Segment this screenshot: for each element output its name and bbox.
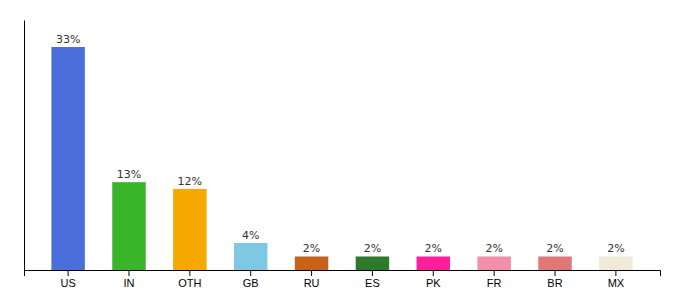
bar <box>295 256 328 270</box>
x-tick: GB <box>243 270 259 289</box>
x-tick-mark <box>250 270 251 276</box>
data-label: 13% <box>117 168 141 181</box>
x-tick: RU <box>304 270 320 289</box>
x-tick: US <box>60 270 75 289</box>
chart: US IN OTH GB RU ES PK FR BR MX 33% 13% 12% 4% 2% 2% 2% 2%… <box>0 0 680 300</box>
bar <box>356 256 389 270</box>
x-tick-mark <box>311 270 312 276</box>
x-tick: FR <box>487 270 502 289</box>
x-tick-label: MX <box>608 277 625 289</box>
data-label: 33% <box>56 33 80 46</box>
x-tick-mark <box>615 270 616 276</box>
x-tick-mark <box>494 270 495 276</box>
data-label: 2% <box>607 242 624 255</box>
x-tick-mark <box>68 270 69 276</box>
bar <box>477 256 510 270</box>
x-tick: PK <box>426 270 441 289</box>
x-tick-label: ES <box>365 277 380 289</box>
x-tick: MX <box>608 270 625 289</box>
x-tick-label: IN <box>123 277 134 289</box>
x-tick: BR <box>547 270 562 289</box>
y-axis-line <box>24 21 25 271</box>
data-label: 2% <box>364 242 381 255</box>
data-label: 2% <box>425 242 442 255</box>
y-axis <box>24 21 25 271</box>
x-axis-line <box>25 271 661 277</box>
x-tick-label: FR <box>487 277 502 289</box>
plot: US IN OTH GB RU ES PK FR BR MX 33% 13% 12% 4% 2% 2% 2% 2%… <box>25 21 661 289</box>
x-tick-mark <box>433 270 434 276</box>
x-tick: ES <box>365 270 380 289</box>
bar <box>234 243 267 270</box>
x-tick-label: PK <box>426 277 441 289</box>
x-axis: US IN OTH GB RU ES PK FR BR MX <box>25 270 661 289</box>
x-tick-label: GB <box>243 277 259 289</box>
data-label: 12% <box>178 175 202 188</box>
x-tick-label: RU <box>304 277 320 289</box>
bar <box>538 256 571 270</box>
data-label: 2% <box>546 242 563 255</box>
bar <box>51 47 84 270</box>
x-tick-label: BR <box>547 277 562 289</box>
data-label: 2% <box>485 242 502 255</box>
x-tick-mark <box>372 270 373 276</box>
data-labels: 33% 13% 12% 4% 2% 2% 2% 2% 2% 2% <box>56 33 625 255</box>
x-tick: IN <box>123 270 134 289</box>
x-tick: OTH <box>178 270 201 289</box>
data-label: 4% <box>242 229 259 242</box>
bars <box>51 47 632 270</box>
bar <box>173 189 206 270</box>
x-tick-label: OTH <box>178 277 201 289</box>
x-tick-mark <box>128 270 129 276</box>
x-tick-mark <box>189 270 190 276</box>
bar <box>112 182 145 270</box>
x-tick-mark <box>555 270 556 276</box>
bar <box>417 256 450 270</box>
data-label: 2% <box>303 242 320 255</box>
x-tick-label: US <box>60 277 75 289</box>
bar <box>599 256 632 270</box>
